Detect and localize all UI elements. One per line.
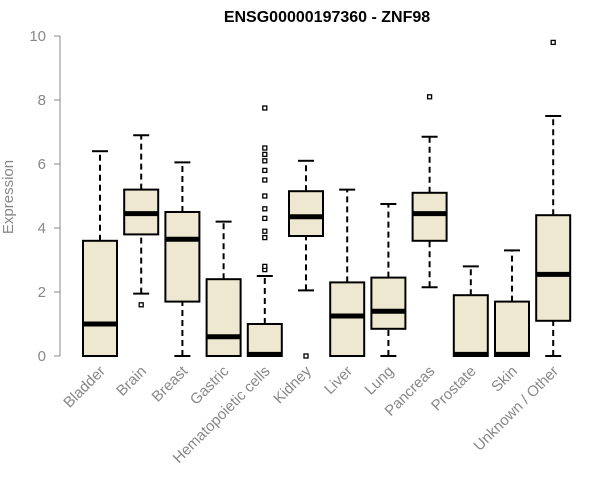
iqr-box <box>329 281 366 357</box>
outlier-point <box>262 167 268 174</box>
box-breast <box>164 161 201 357</box>
outlier-point <box>138 302 144 308</box>
y-tick-label: 6 <box>38 156 46 173</box>
outlier-point <box>303 353 309 359</box>
chart-title: ENSG00000197360 - ZNF98 <box>224 9 430 26</box>
y-tick-label: 4 <box>38 220 46 237</box>
outlier-point <box>426 94 433 100</box>
outlier-point <box>550 39 556 46</box>
x-tick-label: Breast <box>149 362 192 405</box>
box-unknown-other <box>535 39 572 357</box>
iqr-box <box>82 239 118 357</box>
outlier-point <box>262 105 268 111</box>
box-brain <box>123 134 160 308</box>
iqr-box <box>246 323 283 357</box>
outlier-point <box>262 193 268 199</box>
outlier-point <box>262 151 268 158</box>
outlier-point <box>262 158 268 164</box>
box-kidney <box>288 159 324 359</box>
box-prostate <box>452 265 489 358</box>
x-tick-label: Bladder <box>60 363 109 412</box>
x-tick-label: Lung <box>362 363 398 399</box>
iqr-box <box>288 190 324 237</box>
outlier-point <box>262 234 268 241</box>
iqr-box <box>494 300 530 358</box>
y-axis-label: Expression <box>0 160 17 234</box>
box-liver <box>329 188 366 357</box>
x-tick-label: Liver <box>321 363 356 398</box>
box-skin <box>494 249 530 358</box>
outlier-point <box>262 228 268 234</box>
outlier-point <box>262 145 268 151</box>
box-hematopoietic-cells <box>246 105 283 357</box>
iqr-box <box>452 294 489 358</box>
x-tick-label: Kidney <box>270 362 315 407</box>
box-pancreas <box>411 94 448 289</box>
x-tick-label: Skin <box>488 363 521 396</box>
y-tick-label: 2 <box>38 284 46 301</box>
outlier-point <box>262 177 268 183</box>
x-tick-label: Brain <box>113 363 150 400</box>
outlier-point <box>262 215 268 222</box>
iqr-box <box>205 278 242 358</box>
x-tick-label: Prostate <box>428 363 480 415</box>
y-tick-label: 10 <box>29 28 46 45</box>
y-tick-label: 8 <box>38 92 46 109</box>
box-gastric <box>205 220 242 358</box>
y-axis-ticks: 0 2 4 6 8 10 <box>29 28 60 365</box>
box-lung <box>370 203 407 357</box>
outlier-point <box>262 263 268 270</box>
box-bladder <box>82 150 118 357</box>
iqr-box <box>164 211 201 303</box>
iqr-box <box>411 191 448 242</box>
iqr-box <box>535 214 572 322</box>
iqr-box <box>370 276 407 330</box>
outlier-point <box>262 206 268 212</box>
boxes-group <box>82 39 572 359</box>
y-tick-label: 0 <box>38 348 46 365</box>
